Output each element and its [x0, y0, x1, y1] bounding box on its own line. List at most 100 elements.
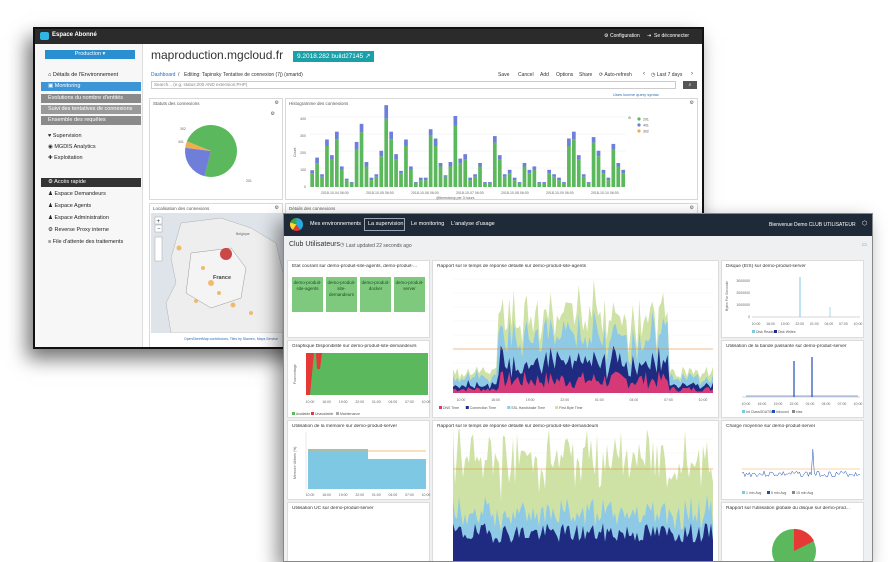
hist-bar-401[interactable]	[310, 170, 315, 174]
tab-usage-analysis[interactable]: L'analyse d'usage	[451, 221, 495, 227]
hist-bar-401[interactable]	[428, 129, 433, 136]
gear-icon[interactable]: ⚙	[274, 205, 279, 211]
hist-bar-401[interactable]	[483, 182, 487, 184]
hist-bar-401[interactable]	[542, 182, 547, 184]
hist-bar-201[interactable]	[586, 183, 591, 187]
hist-bar-401[interactable]	[404, 139, 408, 147]
hist-bar-401[interactable]	[389, 131, 394, 140]
status-tile[interactable]: demo-produit-site-agents	[292, 277, 323, 312]
options-button[interactable]: Options	[556, 72, 574, 78]
hist-bar-201[interactable]	[483, 183, 487, 187]
hist-bar-201[interactable]	[379, 156, 384, 187]
status-tile[interactable]: demo-produit-site-demandeurs	[326, 277, 357, 312]
map-marker[interactable]	[230, 302, 236, 308]
sidebar-item-monitoring[interactable]: ▣ Monitoring	[41, 82, 141, 91]
syntax-link[interactable]: Uses lucene query syntax	[613, 92, 659, 97]
hist-bar-201[interactable]	[581, 176, 586, 187]
hist-bar-401[interactable]	[359, 123, 364, 133]
hist-bar-201[interactable]	[404, 146, 408, 187]
hist-bar-201[interactable]	[349, 183, 354, 187]
hist-bar-401[interactable]	[616, 163, 621, 167]
gear-icon[interactable]: ⚙	[604, 33, 609, 39]
status-tile[interactable]: demo-produit-server	[394, 277, 425, 312]
quick-item-demandeurs[interactable]: ♟ Espace Demandeurs	[48, 191, 106, 197]
hist-bar-201[interactable]	[488, 183, 492, 187]
hist-bar-401[interactable]	[354, 141, 359, 150]
hist-bar-201[interactable]	[567, 146, 571, 187]
hist-bar-201[interactable]	[562, 183, 566, 187]
hist-bar-401[interactable]	[473, 174, 477, 177]
logout-link[interactable]: Se déconnecter	[654, 33, 690, 39]
hist-bar-201[interactable]	[532, 169, 537, 187]
hist-bar-201[interactable]	[339, 169, 344, 187]
sidebar-item-requests[interactable]: Ensemble des requêtes	[41, 116, 141, 125]
zoom-in-button[interactable]	[154, 216, 163, 225]
sidebar-item-entities[interactable]: Évolutions du nombre d'entités	[41, 94, 141, 103]
hist-bar-201[interactable]	[552, 176, 556, 187]
add-button[interactable]: Add	[540, 72, 549, 78]
tab-supervision-active[interactable]	[364, 218, 405, 231]
cancel-button[interactable]: Cancel	[518, 72, 534, 78]
logout-icon[interactable]: ⇥	[647, 33, 652, 39]
sidebar-item-supervision[interactable]: ♥ Supervision	[48, 133, 82, 139]
hist-bar-401[interactable]	[315, 157, 319, 164]
hist-bar-401[interactable]	[438, 163, 443, 167]
hist-bar-201[interactable]	[325, 146, 329, 187]
hist-bar-201[interactable]	[310, 173, 315, 187]
pie-slice-401[interactable]	[185, 147, 211, 177]
hist-bar-201[interactable]	[423, 180, 428, 187]
hist-bar-401[interactable]	[621, 169, 626, 174]
hist-bar-401[interactable]	[369, 177, 374, 181]
hist-bar-401[interactable]	[384, 105, 389, 119]
hist-bar-201[interactable]	[334, 139, 339, 187]
hist-bar-201[interactable]	[542, 183, 547, 187]
hist-bar-201[interactable]	[557, 180, 561, 187]
map-attribution[interactable]: OpenStreetMap contributors, Tiles by Sta…	[184, 337, 278, 341]
hist-bar-201[interactable]	[527, 173, 532, 187]
hist-bar-201[interactable]	[616, 166, 621, 188]
sidebar-item-analytics[interactable]: ◉ MGDIS Analytics	[48, 144, 96, 150]
hist-bar-401[interactable]	[443, 175, 448, 177]
hist-bar-201[interactable]	[354, 149, 359, 187]
hist-bar-401[interactable]	[547, 169, 552, 174]
breadcrumb-root[interactable]: Dashboard	[151, 72, 176, 78]
hist-bar-401[interactable]	[433, 138, 438, 147]
search-input[interactable]: Search... (e.g. status:200 AND extension…	[151, 81, 676, 89]
hist-bar-401[interactable]	[492, 136, 497, 143]
hist-bar-201[interactable]	[399, 173, 403, 187]
hist-bar-401[interactable]	[576, 155, 581, 160]
hist-bar-201[interactable]	[374, 176, 379, 187]
hist-bar-401[interactable]	[334, 131, 339, 140]
gear-icon[interactable]: ⚙	[274, 100, 279, 106]
hist-bar-401[interactable]	[567, 138, 571, 147]
hist-bar-201[interactable]	[458, 163, 463, 187]
version-badge[interactable]: 9.2018.282 build27145 ↗	[293, 51, 375, 62]
hist-bar-201[interactable]	[571, 139, 576, 187]
hist-bar-201[interactable]	[611, 149, 616, 187]
hist-bar-401[interactable]	[596, 150, 601, 157]
hist-bar-401[interactable]	[557, 177, 561, 181]
hist-bar-201[interactable]	[394, 159, 398, 187]
sidebar-item-details[interactable]: ⌂ Détails de l'Environnement	[48, 72, 119, 78]
hist-bar-401[interactable]	[591, 137, 596, 143]
hist-bar-401[interactable]	[507, 169, 512, 174]
hist-bar-401[interactable]	[527, 169, 532, 174]
time-range-button[interactable]: ◷ Last 7 days	[651, 72, 683, 78]
auto-refresh-button[interactable]: ⟳ Auto-refresh	[599, 72, 632, 78]
status-tile[interactable]: demo-produit-docker	[360, 277, 391, 312]
quick-item-queue[interactable]: ≡ File d'attente des traitements	[48, 239, 124, 245]
hist-bar-201[interactable]	[517, 183, 522, 187]
gear-icon[interactable]: ⚙	[689, 205, 694, 211]
hist-bar-401[interactable]	[418, 177, 423, 181]
hist-bar-401[interactable]	[517, 182, 522, 184]
pie-slice-201[interactable]	[186, 125, 237, 177]
hist-bar-401[interactable]	[532, 166, 537, 170]
hist-bar-401[interactable]	[571, 131, 576, 140]
hist-bar-401[interactable]	[320, 174, 324, 177]
gear-icon[interactable]: ⚙	[270, 111, 275, 117]
sidebar-item-connections[interactable]: Suivi des tentatives de connexions	[41, 105, 141, 114]
config-link[interactable]: Configuration	[610, 33, 640, 39]
map-marker[interactable]	[217, 291, 221, 295]
map-marker[interactable]	[176, 245, 182, 251]
hist-bar-201[interactable]	[330, 159, 334, 187]
